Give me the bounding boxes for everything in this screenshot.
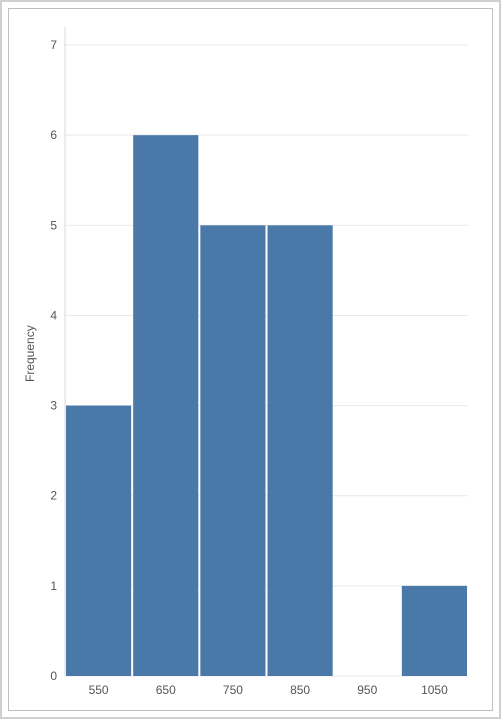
histogram-bar <box>402 586 467 676</box>
y-axis-title: Frequency <box>23 325 37 382</box>
x-tick-label: 750 <box>223 683 243 697</box>
y-tick-label: 5 <box>50 218 57 232</box>
y-tick-label: 7 <box>50 38 57 52</box>
histogram-bar <box>200 225 265 676</box>
histogram-bar <box>66 406 131 676</box>
y-tick-label: 2 <box>50 489 57 503</box>
histogram-chart: 0 1 2 3 4 5 6 7 550 650 750 850 950 1050 <box>9 9 492 710</box>
x-tick-label: 850 <box>290 683 310 697</box>
outer-frame: Frequency 0 1 2 3 4 5 6 7 550 650 750 850 950 1050 <box>0 0 501 719</box>
x-tick-label: 650 <box>156 683 176 697</box>
y-tick-label: 6 <box>50 128 57 142</box>
histogram-bar <box>268 225 333 676</box>
x-tick-label: 1050 <box>421 683 448 697</box>
x-tick-label: 950 <box>357 683 377 697</box>
histogram-bar <box>133 135 198 676</box>
y-tick-label: 0 <box>50 669 57 683</box>
plot-wrapper: Frequency 0 1 2 3 4 5 6 7 550 650 750 850 950 1050 <box>9 9 492 710</box>
y-tick-label: 3 <box>50 399 57 413</box>
y-tick-label: 1 <box>50 579 57 593</box>
x-tick-label: 550 <box>89 683 109 697</box>
y-tick-label: 4 <box>50 308 57 322</box>
chart-panel: Frequency 0 1 2 3 4 5 6 7 550 650 750 850 950 1050 <box>8 8 493 711</box>
